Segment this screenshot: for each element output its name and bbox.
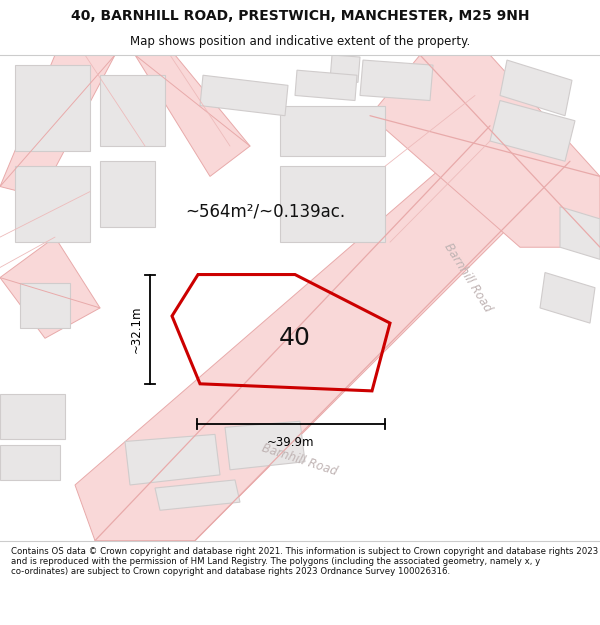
Polygon shape bbox=[15, 166, 90, 242]
Text: ~39.9m: ~39.9m bbox=[267, 436, 315, 449]
Text: Barnhill Road: Barnhill Road bbox=[442, 241, 494, 314]
Polygon shape bbox=[0, 55, 115, 197]
Polygon shape bbox=[125, 434, 220, 485]
Text: Contains OS data © Crown copyright and database right 2021. This information is : Contains OS data © Crown copyright and d… bbox=[11, 546, 598, 576]
Polygon shape bbox=[135, 55, 250, 176]
Polygon shape bbox=[280, 166, 385, 242]
Text: ~564m²/~0.139ac.: ~564m²/~0.139ac. bbox=[185, 203, 345, 221]
Text: ~32.1m: ~32.1m bbox=[130, 306, 143, 353]
Text: Barnhill Road: Barnhill Road bbox=[260, 441, 340, 478]
Polygon shape bbox=[360, 60, 433, 101]
Polygon shape bbox=[370, 55, 600, 248]
Polygon shape bbox=[560, 207, 600, 259]
Polygon shape bbox=[0, 237, 100, 338]
Polygon shape bbox=[20, 282, 70, 328]
Polygon shape bbox=[155, 480, 240, 510]
Polygon shape bbox=[200, 75, 288, 116]
Text: 40: 40 bbox=[279, 326, 311, 350]
Polygon shape bbox=[0, 444, 60, 480]
Polygon shape bbox=[15, 65, 90, 151]
Polygon shape bbox=[100, 75, 165, 146]
Polygon shape bbox=[75, 126, 570, 541]
Polygon shape bbox=[330, 55, 360, 82]
Polygon shape bbox=[295, 70, 357, 101]
Polygon shape bbox=[540, 272, 595, 323]
Polygon shape bbox=[500, 60, 572, 116]
Polygon shape bbox=[100, 161, 155, 227]
Text: 40, BARNHILL ROAD, PRESTWICH, MANCHESTER, M25 9NH: 40, BARNHILL ROAD, PRESTWICH, MANCHESTER… bbox=[71, 9, 529, 24]
Polygon shape bbox=[490, 101, 575, 161]
Polygon shape bbox=[280, 106, 385, 156]
Polygon shape bbox=[225, 421, 305, 470]
Text: Map shows position and indicative extent of the property.: Map shows position and indicative extent… bbox=[130, 35, 470, 48]
Polygon shape bbox=[0, 394, 65, 439]
